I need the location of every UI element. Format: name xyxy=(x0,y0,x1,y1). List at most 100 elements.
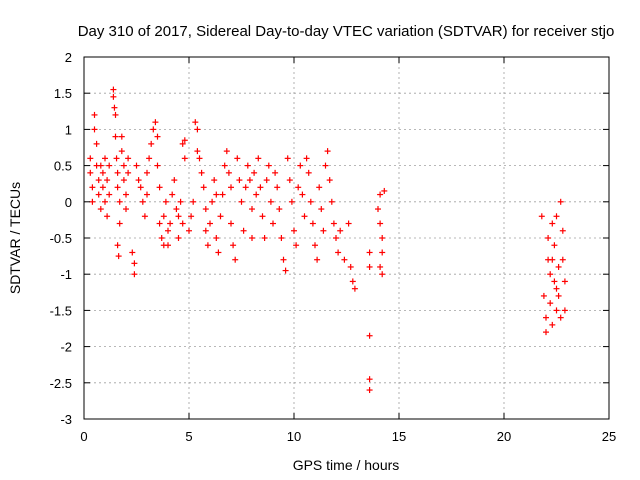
data-point xyxy=(129,249,136,256)
data-point xyxy=(106,162,113,169)
data-point xyxy=(328,198,335,205)
data-point xyxy=(179,220,186,227)
data-point xyxy=(102,198,108,205)
data-point xyxy=(286,177,293,184)
data-point xyxy=(171,177,178,184)
data-point xyxy=(240,227,247,234)
data-point xyxy=(333,235,339,241)
data-point xyxy=(349,278,356,285)
data-point xyxy=(295,184,302,191)
data-point xyxy=(200,184,207,191)
y-axis-label: SDTVAR / TECUs xyxy=(7,182,23,294)
data-point xyxy=(551,242,558,249)
data-point xyxy=(123,191,129,198)
data-point xyxy=(379,235,386,241)
data-point xyxy=(282,267,289,274)
data-point xyxy=(257,184,264,191)
data-point xyxy=(99,169,106,176)
data-point xyxy=(547,271,554,278)
data-point xyxy=(181,137,188,144)
data-point xyxy=(280,256,287,263)
data-point xyxy=(553,213,560,220)
data-point xyxy=(110,86,117,93)
data-point xyxy=(297,162,304,169)
data-point xyxy=(194,126,201,133)
data-point xyxy=(104,213,111,220)
data-point xyxy=(288,198,295,205)
data-point xyxy=(246,177,253,184)
data-point xyxy=(213,191,220,198)
data-point xyxy=(154,133,161,140)
data-point xyxy=(179,140,186,147)
data-point xyxy=(190,198,197,205)
data-point xyxy=(244,162,251,169)
data-point xyxy=(242,184,249,191)
data-point xyxy=(133,162,140,169)
data-point xyxy=(106,191,113,198)
data-point xyxy=(204,242,211,249)
data-point xyxy=(213,235,220,241)
data-point xyxy=(118,148,125,155)
data-point xyxy=(123,206,129,213)
data-point xyxy=(318,206,325,213)
y-tick-label: -2.5 xyxy=(50,376,72,391)
data-point xyxy=(186,227,192,234)
data-point xyxy=(272,169,279,176)
data-point xyxy=(219,191,226,198)
data-point xyxy=(314,256,321,263)
data-point xyxy=(152,119,159,126)
data-point xyxy=(549,321,556,328)
data-point xyxy=(377,220,384,227)
data-point xyxy=(309,220,316,227)
data-point xyxy=(131,271,138,278)
y-tick-label: -3 xyxy=(60,412,72,427)
data-point xyxy=(251,169,258,176)
data-point xyxy=(113,155,120,162)
data-point xyxy=(555,292,562,299)
data-point xyxy=(232,256,239,263)
data-point xyxy=(156,220,163,227)
data-point xyxy=(366,332,373,339)
data-point xyxy=(377,263,384,270)
y-tick-label: -2 xyxy=(60,340,72,355)
data-point xyxy=(549,256,556,263)
data-point xyxy=(125,169,132,176)
data-point xyxy=(173,206,180,213)
data-point xyxy=(139,198,146,205)
chart-title: Day 310 of 2017, Sidereal Day-to-day VTE… xyxy=(78,23,615,40)
data-point xyxy=(202,227,209,234)
data-point xyxy=(559,256,566,263)
data-point xyxy=(228,184,234,191)
data-point xyxy=(301,213,308,220)
data-point xyxy=(116,198,123,205)
data-point xyxy=(347,263,354,270)
data-point xyxy=(263,177,270,184)
data-point xyxy=(303,155,310,162)
data-point xyxy=(115,253,122,260)
data-point xyxy=(312,242,318,249)
data-point xyxy=(223,148,230,155)
data-point xyxy=(341,256,348,263)
data-point xyxy=(188,213,195,220)
data-point xyxy=(337,227,344,234)
data-point xyxy=(299,191,306,198)
data-point xyxy=(156,184,163,191)
data-point xyxy=(111,104,118,111)
y-tick-label: 2 xyxy=(65,50,72,65)
data-point xyxy=(284,155,291,162)
data-point xyxy=(225,169,232,176)
x-tick-label: 0 xyxy=(80,429,87,444)
data-point xyxy=(291,227,297,234)
data-point xyxy=(217,213,224,220)
data-point xyxy=(198,169,205,176)
data-point xyxy=(259,213,266,220)
data-point xyxy=(97,162,104,169)
data-point xyxy=(110,93,117,100)
data-point xyxy=(274,184,281,191)
data-point xyxy=(375,206,381,213)
data-point xyxy=(366,387,373,394)
data-point xyxy=(102,155,108,162)
data-point xyxy=(366,249,373,256)
data-point xyxy=(322,162,329,169)
data-point xyxy=(194,148,201,155)
